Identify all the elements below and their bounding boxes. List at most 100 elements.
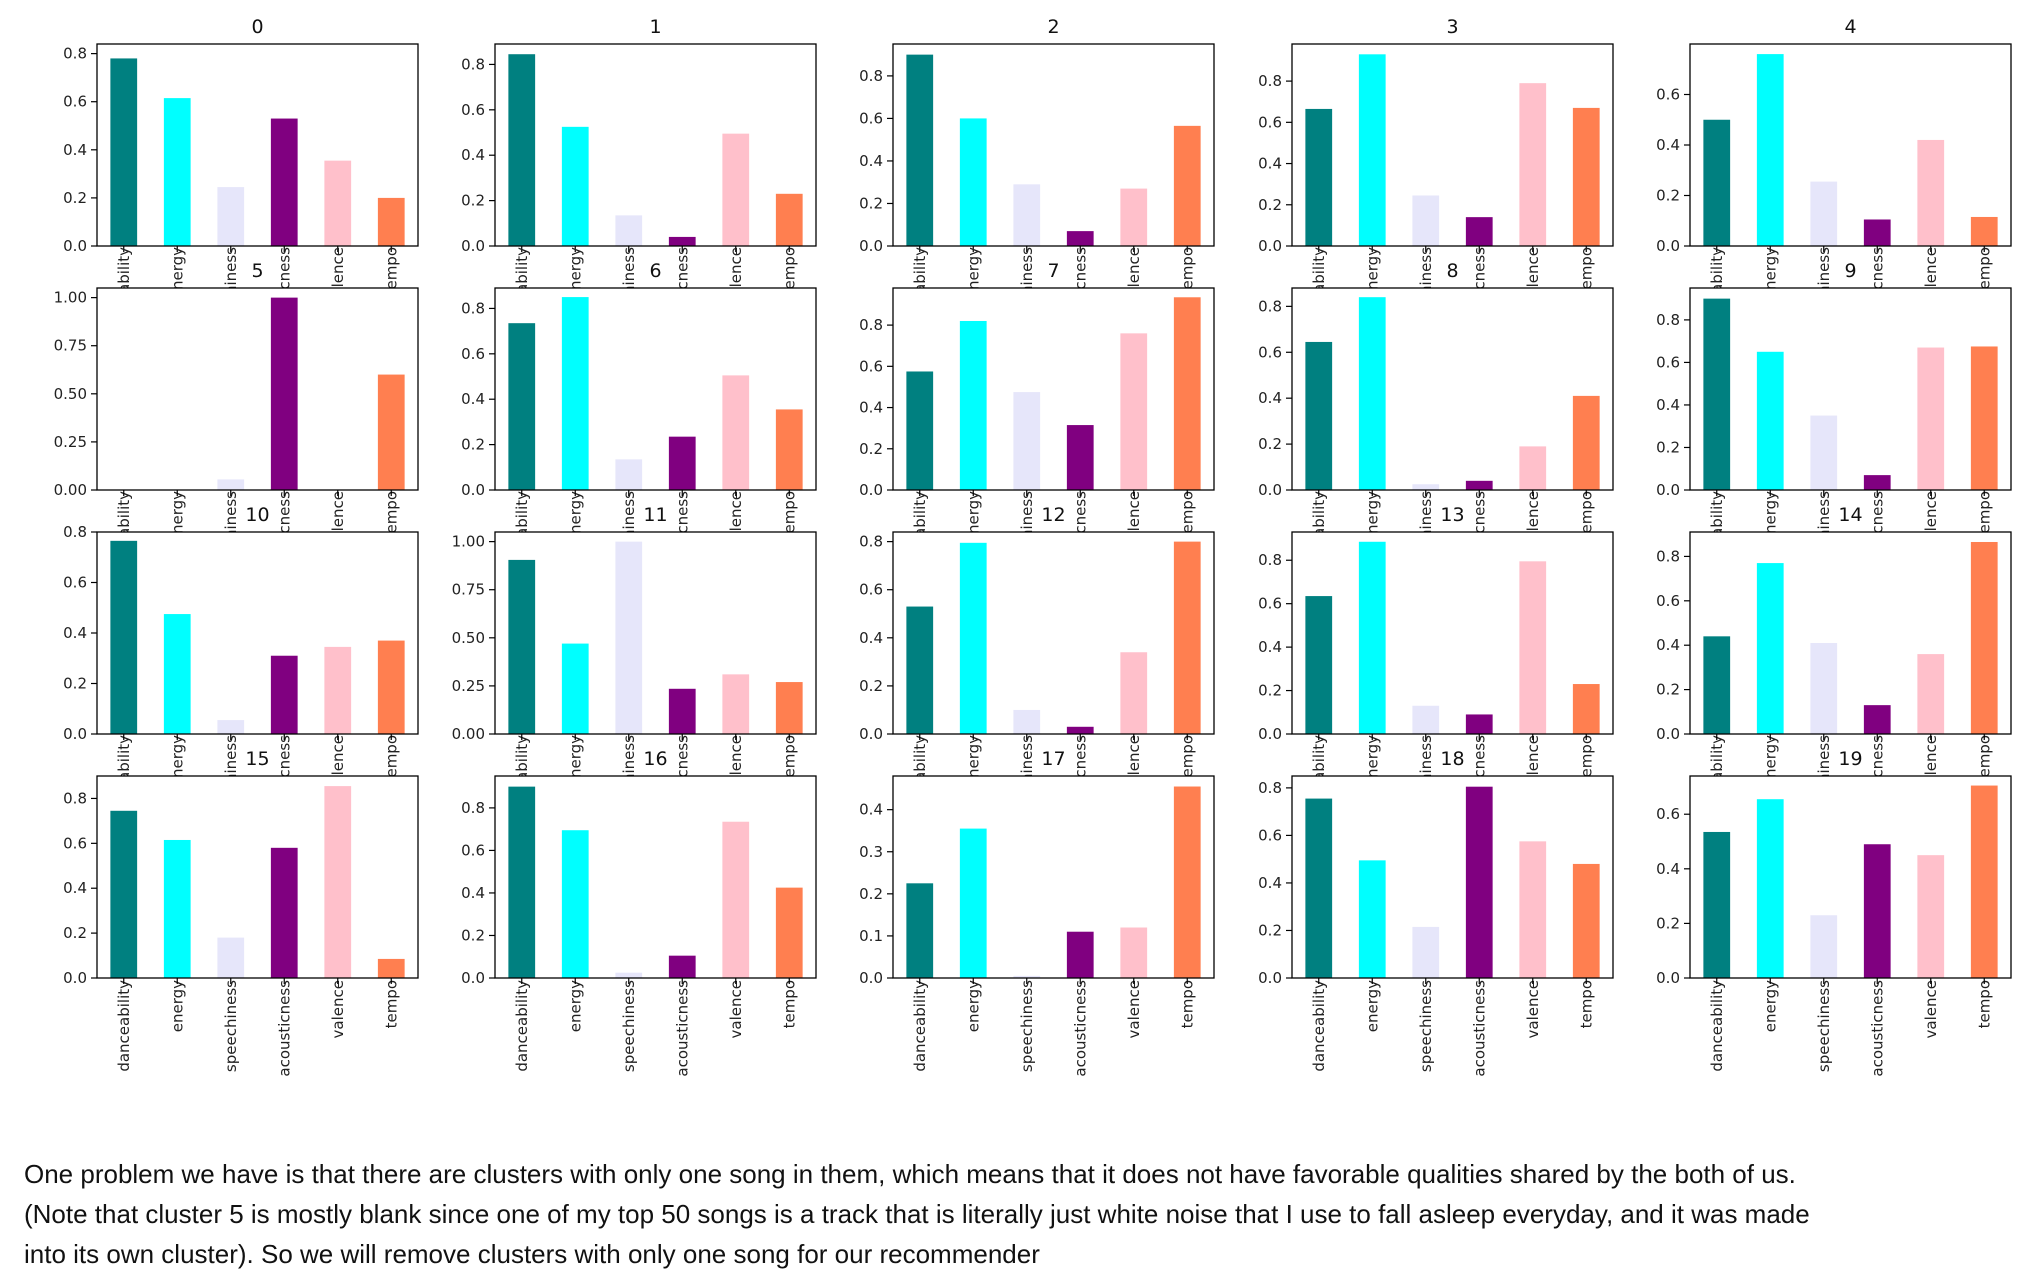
panel-background [37,288,418,490]
bar-speechiness [217,937,245,978]
bar-tempo [1970,541,1998,734]
cluster-panel-2: 0.0 0.2 0.4 0.6 0.8 2 [859,16,1215,255]
x-tick-label-energy: energy [566,980,584,1032]
x-tick-label-energy: energy [168,491,186,543]
y-tick-label: 0.6 [461,345,485,363]
x-tick-label-acousticness: acousticness [1470,980,1488,1077]
bar-valence [324,160,352,246]
x-tick-label-tempo: tempo [1975,247,1993,295]
panel-title: 8 [1446,260,1458,282]
axes-frame [96,43,419,247]
bar-acousticness [270,118,298,246]
bar-valence [1917,347,1945,490]
y-tick-label: 0.8 [1258,72,1282,90]
cluster-panel-10: 0.0 0.2 0.4 0.6 0.8 10 [37,504,419,743]
bar-energy [1358,297,1386,490]
y-tick-label: 0.4 [859,629,883,647]
bar-speechiness [1013,184,1041,246]
y-tick-label: 0.0 [1656,969,1680,987]
bar-energy [959,542,987,734]
x-tick-label-energy: energy [168,980,186,1032]
y-tick-label: 0.6 [63,93,87,111]
y-tick-label: 0.0 [1656,481,1680,499]
y-tick-label: 0.4 [1656,136,1680,154]
x-tick-label-acousticness: acousticness [673,980,691,1077]
x-tick-label-energy: energy [1761,491,1779,543]
panel-background [1232,288,1613,490]
cluster-panel-14: 0.0 0.2 0.4 0.6 0.8 14 [1630,504,2012,743]
y-tick-label: 0.4 [63,141,87,159]
x-tick-label-tempo: tempo [1178,491,1196,539]
bar-tempo [1173,786,1201,978]
panel-background [833,776,1214,978]
y-tick-label: 0.2 [63,675,87,693]
x-tick-label-energy: energy [168,735,186,787]
x-tick-label-energy: energy [964,980,982,1032]
panel-title: 11 [643,504,667,526]
y-tick-label: 0.0 [1258,969,1282,987]
x-tick-label-speechiness: speechiness [222,980,240,1072]
y-tick-label: 0.8 [1258,779,1282,797]
bar-speechiness [217,720,245,734]
bar-danceability [1703,298,1731,490]
y-tick-label: 1.00 [54,289,87,307]
x-tick-label-valence: valence [1922,980,1940,1038]
axes-frame [96,775,419,979]
x-tick-label-danceability: danceability [115,980,133,1072]
bar-acousticness [270,847,298,978]
y-tick-label: 0.2 [461,436,485,454]
x-tick-label-tempo: tempo [780,491,798,539]
bar-danceability [1703,831,1731,978]
bar-speechiness [1013,709,1041,734]
x-tick-label-valence: valence [1125,980,1143,1038]
bar-tempo [1970,785,1998,978]
bar-energy [959,118,987,246]
y-tick-label: 0.8 [461,299,485,317]
y-tick-label: 1.00 [452,533,485,551]
bar-tempo [1173,297,1201,490]
panel-title: 4 [1844,16,1856,38]
y-tick-label: 0.0 [1656,237,1680,255]
bar-danceability [508,54,536,247]
panel-title: 14 [1838,504,1862,526]
x-tick-label-tempo: tempo [780,247,798,295]
cluster-panel-1: 0.0 0.2 0.4 0.6 0.8 1 [461,16,817,255]
panel-background [1232,532,1613,734]
bar-energy [561,126,589,246]
axes-frame [892,287,1215,491]
bar-valence [1120,652,1148,734]
y-tick-label: 0.2 [63,189,87,207]
bar-tempo [775,682,803,734]
y-tick-label: 0.0 [859,481,883,499]
x-tick-label-valence: valence [1524,980,1542,1038]
bar-speechiness [615,459,643,490]
bar-tempo [1970,346,1998,490]
cluster-panel-17: 0.0 0.1 0.2 0.3 0.4 17 [833,748,1215,987]
y-tick-label: 0.0 [859,237,883,255]
bar-tempo [1572,107,1600,247]
bar-danceability [110,58,138,247]
y-tick-label: 0.4 [859,801,883,819]
cluster-panel-0: 0.0 0.2 0.4 0.6 0.8 0 [63,16,419,255]
axes-frame [494,287,817,491]
bar-acousticness [1066,231,1094,246]
x-tick-label-energy: energy [1363,247,1381,299]
bar-energy [163,98,191,246]
y-tick-label: 0.8 [1656,311,1680,329]
panel-title: 9 [1844,260,1856,282]
bar-acousticness [1863,219,1891,246]
bar-tempo [377,640,405,734]
bar-danceability [110,540,138,734]
x-tick-label-energy: energy [1363,491,1381,543]
axes-frame [1291,43,1614,247]
y-tick-label: 0.8 [1258,551,1282,569]
bar-danceability [1305,341,1333,490]
y-tick-label: 0.6 [859,581,883,599]
bar-tempo [1970,216,1998,246]
x-tick-label-danceability: danceability [1310,980,1328,1072]
bar-valence [1120,333,1148,490]
panel-title: 6 [649,260,661,282]
y-tick-label: 0.4 [1258,874,1282,892]
bar-danceability [1703,119,1731,246]
x-tick-label-speechiness: speechiness [620,980,638,1072]
